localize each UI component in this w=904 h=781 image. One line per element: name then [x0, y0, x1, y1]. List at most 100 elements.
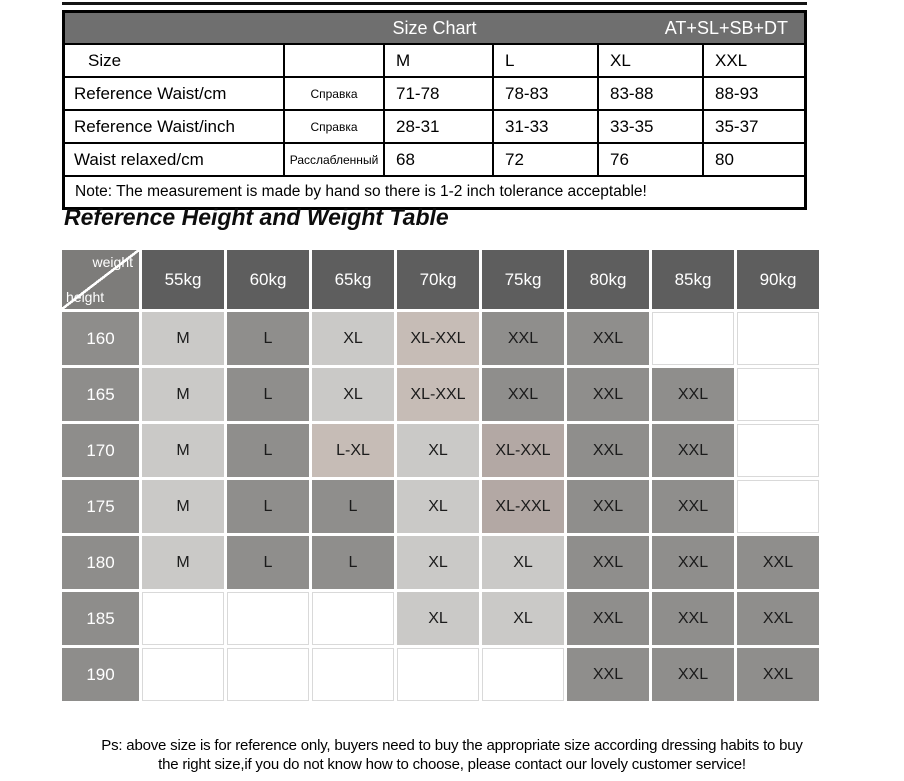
- height-header-cell: 185: [62, 592, 139, 645]
- size-value-cell: 71-78: [383, 78, 492, 109]
- size-matrix-cell: XXL: [567, 368, 649, 421]
- size-row-ru-label: Справка: [283, 78, 383, 109]
- size-row-label: Reference Waist/inch: [74, 116, 235, 136]
- size-chart-title: Size Chart: [392, 17, 477, 38]
- size-matrix-cell: M: [142, 480, 224, 533]
- size-matrix-cell: XL: [482, 536, 564, 589]
- weight-header-cell: 65kg: [312, 250, 394, 309]
- size-matrix-cell: XXL: [652, 368, 734, 421]
- size-matrix-cell: L: [312, 536, 394, 589]
- footer-note: Ps: above size is for reference only, bu…: [0, 736, 904, 774]
- size-row-label: Reference Waist/cm: [74, 83, 227, 103]
- size-matrix-cell: XL-XXL: [397, 368, 479, 421]
- size-row-label: Waist relaxed/cm: [74, 149, 204, 169]
- corner-diagonal-cell: weight height: [62, 250, 139, 309]
- size-chart-note: Note: The measurement is made by hand so…: [65, 175, 804, 207]
- size-matrix-cell: M: [142, 424, 224, 477]
- weight-header-cell: 60kg: [227, 250, 309, 309]
- size-value-cell: L: [492, 45, 597, 76]
- size-chart-style-code: AT+SL+SB+DT: [664, 17, 788, 38]
- height-header-cell: 160: [62, 312, 139, 365]
- size-row-ru-label: [283, 45, 383, 76]
- size-chart-row: Reference Waist/cm Справка 71-78 78-83 83-88…: [65, 76, 804, 109]
- size-matrix-cell: [737, 424, 819, 477]
- size-matrix-cell: XL-XXL: [482, 424, 564, 477]
- size-matrix-cell: [397, 648, 479, 701]
- size-row-ru-label: Справка: [283, 111, 383, 142]
- weight-header-cell: 90kg: [737, 250, 819, 309]
- footer-line-2: the right size,if you do not know how to…: [158, 756, 746, 773]
- size-matrix-cell: [142, 648, 224, 701]
- size-value-cell: M: [383, 45, 492, 76]
- size-matrix-cell: XL-XXL: [482, 480, 564, 533]
- size-chart-row: Waist relaxed/cm Расслабленный 68 72 76 80: [65, 142, 804, 175]
- footer-line-1: Ps: above size is for reference only, bu…: [101, 737, 803, 754]
- size-value-cell: 76: [597, 144, 702, 175]
- size-matrix-cell: XXL: [737, 648, 819, 701]
- size-matrix-cell: L: [227, 312, 309, 365]
- size-matrix-cell: XXL: [652, 648, 734, 701]
- size-value-cell: 28-31: [383, 111, 492, 142]
- corner-weight-label: weight: [92, 254, 133, 270]
- weight-header-cell: 70kg: [397, 250, 479, 309]
- size-value-cell: 33-35: [597, 111, 702, 142]
- size-matrix-cell: XXL: [482, 368, 564, 421]
- size-row-label: Size: [88, 50, 122, 70]
- size-row-ru-label: Расслабленный: [283, 144, 383, 175]
- size-value-cell: 78-83: [492, 78, 597, 109]
- size-chart-header-bar: Size Chart AT+SL+SB+DT: [65, 13, 804, 43]
- size-chart-rows: Size M L XL XXL Reference Waist/cm Справка 71-7…: [65, 43, 804, 175]
- size-matrix-cell: [312, 592, 394, 645]
- size-matrix-cell: M: [142, 368, 224, 421]
- height-header-cell: 165: [62, 368, 139, 421]
- size-matrix-cell: XXL: [652, 424, 734, 477]
- size-value-cell: XL: [597, 45, 702, 76]
- size-matrix-cell: XL: [482, 592, 564, 645]
- corner-height-label: height: [66, 289, 105, 305]
- size-value-cell: 68: [383, 144, 492, 175]
- size-value-cell: 83-88: [597, 78, 702, 109]
- size-matrix-cell: XL: [397, 536, 479, 589]
- size-matrix-cell: L: [227, 536, 309, 589]
- size-matrix-cell: XXL: [652, 536, 734, 589]
- size-matrix-cell: XXL: [567, 536, 649, 589]
- size-matrix-cell: M: [142, 312, 224, 365]
- size-matrix-cell: XL: [312, 368, 394, 421]
- size-matrix-cell: XXL: [567, 648, 649, 701]
- size-value-cell: 80: [702, 144, 804, 175]
- size-value-cell: 35-37: [702, 111, 804, 142]
- size-matrix-cell: L-XL: [312, 424, 394, 477]
- height-header-cell: 175: [62, 480, 139, 533]
- size-matrix-cell: [227, 648, 309, 701]
- size-matrix-cell: XXL: [567, 312, 649, 365]
- size-matrix-cell: L: [312, 480, 394, 533]
- size-matrix-cell: L: [227, 480, 309, 533]
- size-matrix-cell: XL: [397, 424, 479, 477]
- size-matrix-cell: [482, 648, 564, 701]
- size-matrix-cell: [652, 312, 734, 365]
- size-matrix-cell: [312, 648, 394, 701]
- size-matrix-cell: [737, 312, 819, 365]
- size-matrix-cell: XXL: [567, 592, 649, 645]
- size-matrix-cell: [737, 368, 819, 421]
- size-matrix-cell: XXL: [567, 424, 649, 477]
- height-header-cell: 180: [62, 536, 139, 589]
- size-matrix-cell: XXL: [652, 480, 734, 533]
- size-value-cell: 72: [492, 144, 597, 175]
- top-divider-rule: [62, 2, 807, 5]
- size-value-cell: 31-33: [492, 111, 597, 142]
- size-matrix-cell: XXL: [482, 312, 564, 365]
- height-weight-heading: Reference Height and Weight Table: [64, 204, 449, 230]
- size-matrix-cell: M: [142, 536, 224, 589]
- size-matrix-cell: XL: [397, 592, 479, 645]
- size-matrix-cell: XL-XXL: [397, 312, 479, 365]
- size-matrix-cell: XXL: [737, 536, 819, 589]
- height-header-cell: 190: [62, 648, 139, 701]
- size-matrix-cell: L: [227, 424, 309, 477]
- weight-header-cell: 85kg: [652, 250, 734, 309]
- size-matrix-cell: [737, 480, 819, 533]
- size-value-cell: 88-93: [702, 78, 804, 109]
- height-header-cell: 170: [62, 424, 139, 477]
- weight-header-cell: 55kg: [142, 250, 224, 309]
